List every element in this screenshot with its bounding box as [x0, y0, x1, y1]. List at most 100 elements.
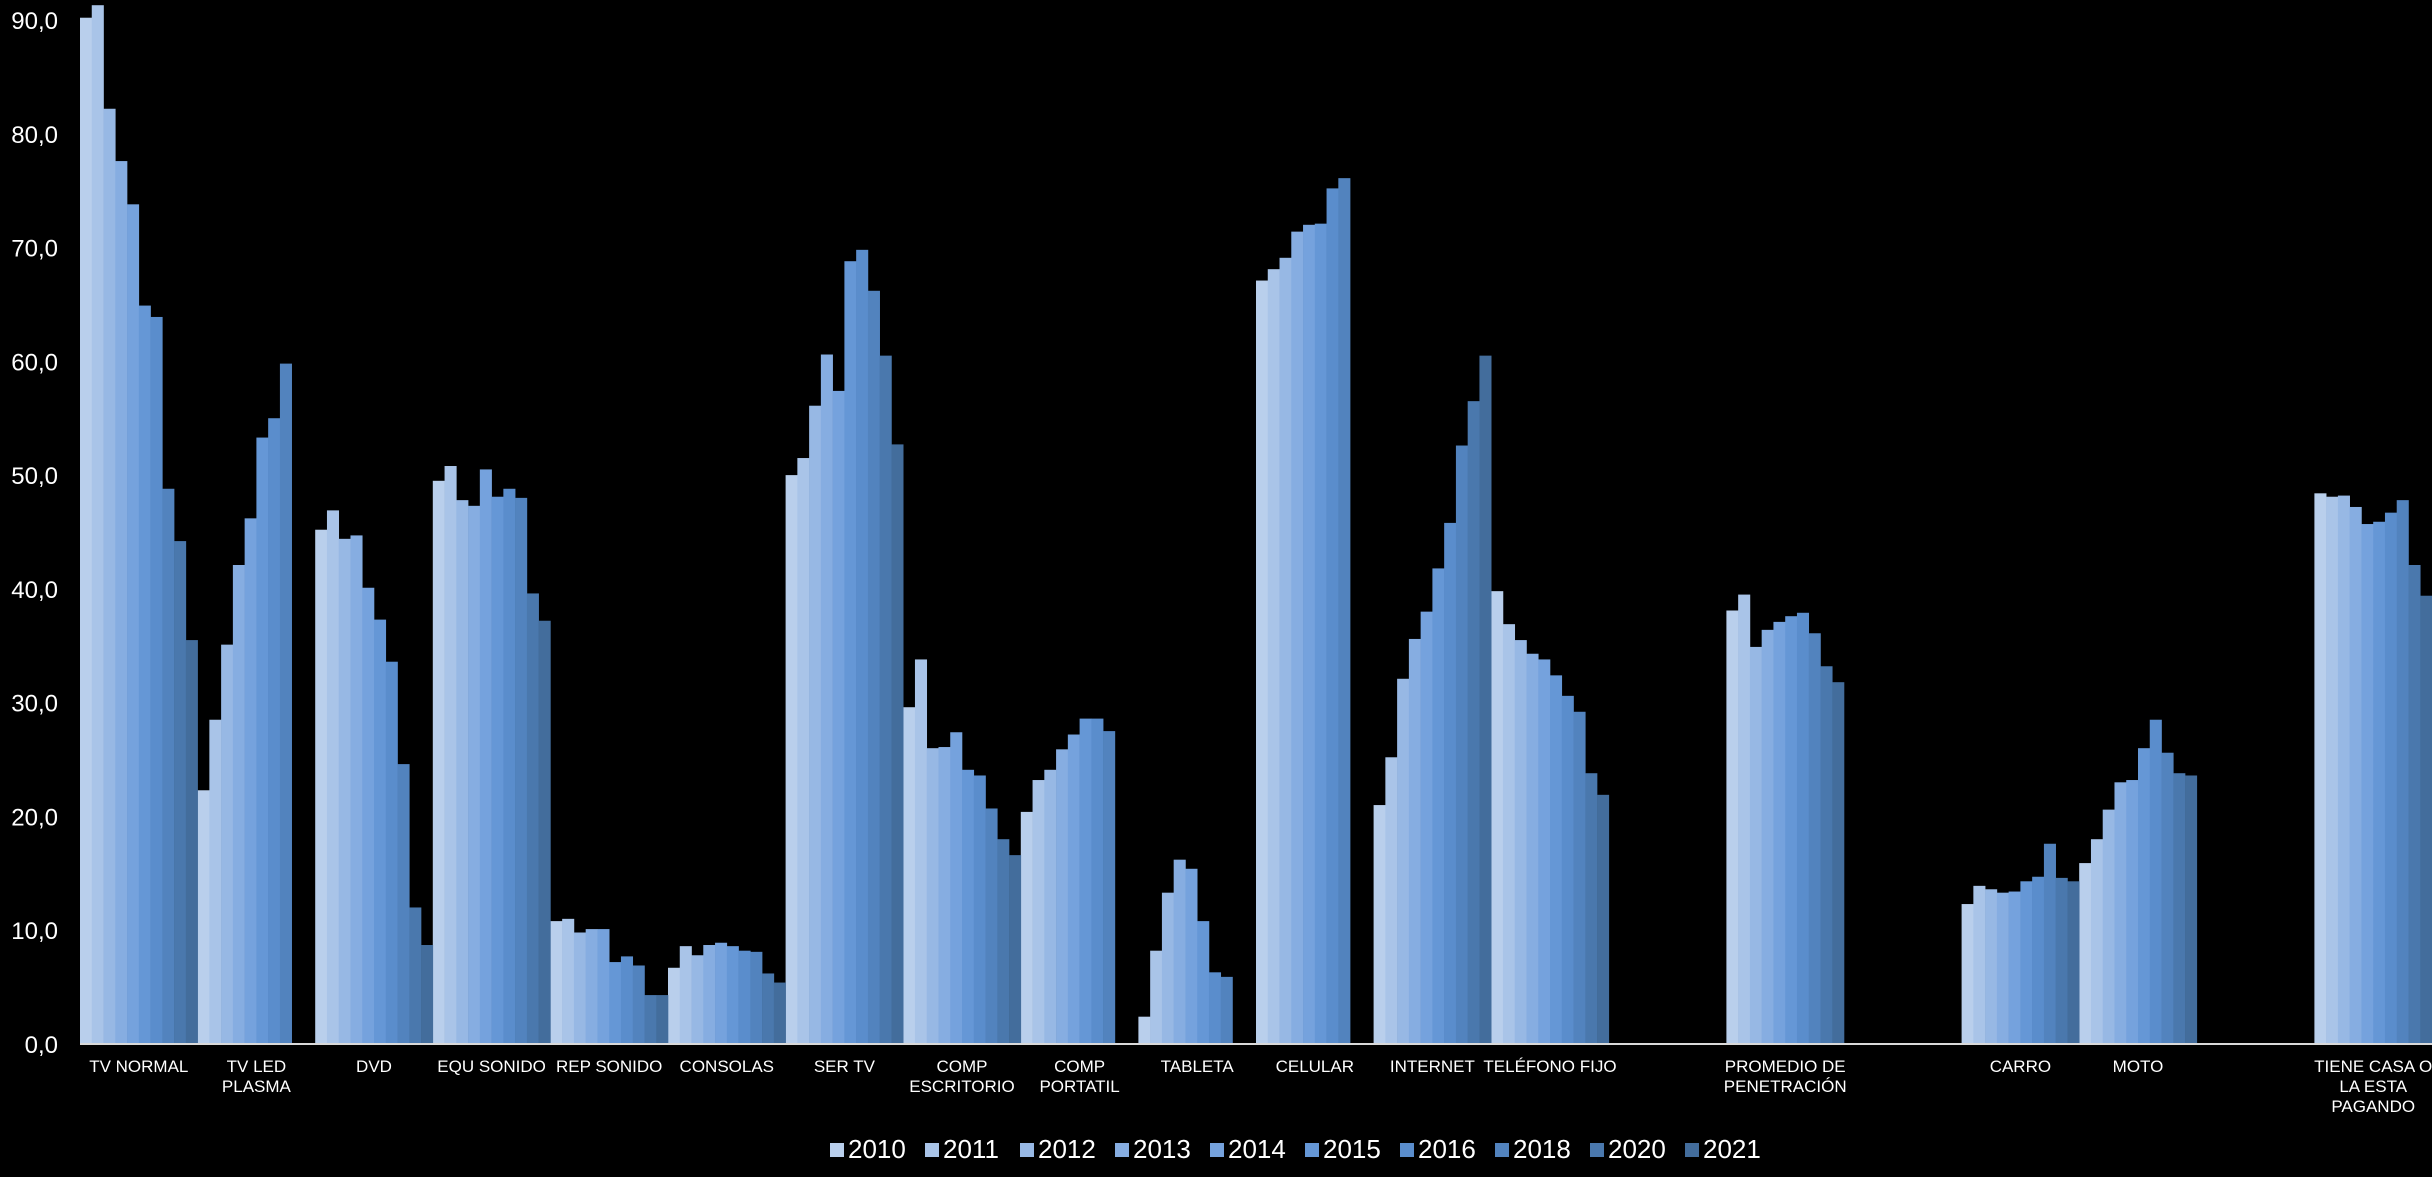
bar-2014-17 [2126, 780, 2139, 1044]
legend-swatch-2015 [1305, 1143, 1319, 1157]
bar-2011-11 [1385, 757, 1398, 1044]
bar-2021-6 [891, 444, 904, 1044]
legend-swatch-2018 [1495, 1143, 1509, 1157]
bar-2021-19 [2420, 595, 2432, 1044]
x-tick-label: PROMEDIO DE PENETRACIÓN [1724, 1057, 1847, 1096]
bar-2013-0 [115, 161, 128, 1044]
bar-2016-16 [2032, 876, 2045, 1044]
bar-2015-5 [726, 946, 739, 1044]
bar-2021-2 [421, 945, 434, 1044]
bar-2010-10 [1256, 280, 1269, 1044]
legend-swatch-2016 [1400, 1143, 1414, 1157]
bar-2016-5 [738, 950, 751, 1044]
legend-label-2012: 2012 [1038, 1134, 1096, 1164]
bar-2011-8 [1032, 780, 1045, 1044]
bar-2011-14 [1738, 594, 1751, 1044]
bar-2012-8 [1044, 769, 1057, 1044]
bar-2013-3 [468, 505, 481, 1045]
bar-2011-0 [91, 5, 104, 1045]
bar-2020-17 [2173, 773, 2186, 1044]
legend-label-2020: 2020 [1608, 1134, 1666, 1164]
bar-2012-6 [809, 405, 822, 1045]
y-tick-label: 0,0 [25, 1032, 58, 1059]
bar-2010-1 [197, 790, 210, 1044]
bar-2010-0 [80, 17, 93, 1045]
bar-2010-6 [785, 475, 798, 1044]
bar-2018-6 [867, 290, 880, 1044]
bar-2010-8 [1020, 811, 1033, 1044]
bar-2010-5 [668, 967, 681, 1044]
bar-2018-11 [1455, 445, 1468, 1044]
legend-label-2018: 2018 [1513, 1134, 1571, 1164]
bar-2015-10 [1314, 223, 1327, 1044]
bar-2015-0 [138, 305, 151, 1045]
y-tick-label: 20,0 [11, 804, 58, 831]
bar-2016-19 [2384, 512, 2398, 1044]
x-tick-label: DVD [356, 1057, 392, 1076]
x-tick-label: CONSOLAS [680, 1057, 774, 1076]
legend-swatch-2021 [1685, 1143, 1699, 1157]
bar-2016-17 [2149, 719, 2162, 1044]
bar-2012-10 [1279, 257, 1292, 1044]
bar-2020-16 [2055, 877, 2068, 1044]
bar-2010-16 [1961, 904, 1974, 1044]
y-tick-label: 50,0 [11, 463, 58, 490]
bar-2020-19 [2408, 565, 2421, 1044]
bar-2013-8 [1056, 749, 1069, 1044]
bar-2018-14 [1808, 633, 1821, 1044]
bar-2016-7 [973, 775, 986, 1044]
bar-2012-19 [2337, 495, 2350, 1045]
bar-2018-7 [985, 808, 998, 1044]
x-tick-label: TABLETA [1161, 1057, 1235, 1076]
legend-label-2015: 2015 [1323, 1134, 1381, 1164]
bar-2018-16 [2043, 843, 2056, 1044]
x-tick-label: TV LED PLASMA [222, 1057, 292, 1096]
bar-2021-4 [656, 995, 669, 1044]
bar-2014-10 [1303, 224, 1316, 1045]
x-tick-label: COMP ESCRITORIO [909, 1057, 1014, 1096]
bar-2021-12 [1597, 794, 1610, 1044]
bar-2014-16 [2008, 891, 2021, 1044]
x-axis: TV NORMAL TV LED PLASMA DVD EQU SONIDO REP SO… [80, 1043, 2432, 1116]
bar-2013-11 [1408, 638, 1421, 1044]
bar-2010-17 [2079, 863, 2092, 1044]
bar-2016-4 [620, 956, 634, 1044]
y-tick-label: 10,0 [11, 918, 58, 945]
bar-2016-6 [856, 249, 869, 1044]
bar-2013-14 [1761, 629, 1774, 1044]
x-tick-label: REP SONIDO [556, 1057, 662, 1076]
bar-2010-19 [2314, 493, 2327, 1044]
bar-2012-1 [221, 644, 234, 1044]
bar-2012-7 [926, 748, 939, 1044]
bar-2015-11 [1432, 568, 1445, 1044]
bar-2018-19 [2396, 500, 2409, 1044]
legend-label-2021: 2021 [1703, 1134, 1761, 1164]
bar-2020-3 [526, 593, 539, 1044]
bar-2014-5 [715, 942, 728, 1044]
bar-2014-6 [832, 390, 845, 1044]
bar-2011-3 [444, 466, 457, 1044]
bar-2015-7 [962, 769, 975, 1044]
bar-2012-12 [1514, 640, 1527, 1044]
bar-2018-5 [750, 951, 763, 1044]
x-tick-label: INTERNET [1390, 1057, 1475, 1076]
legend-label-2011: 2011 [943, 1134, 999, 1164]
legend-swatch-2013 [1115, 1143, 1129, 1157]
bar-2013-16 [1996, 892, 2009, 1044]
bar-2020-6 [879, 355, 892, 1044]
bar-2015-2 [374, 619, 387, 1044]
bar-2018-3 [515, 497, 528, 1044]
bar-2015-12 [1550, 675, 1563, 1044]
bar-2016-10 [1326, 188, 1339, 1044]
bar-2013-4 [585, 929, 598, 1044]
bar-2020-14 [1820, 666, 1833, 1044]
x-tick-label: SER TV [814, 1057, 876, 1076]
bar-2018-17 [2161, 752, 2174, 1044]
bar-2014-2 [362, 587, 375, 1044]
bar-2011-12 [1502, 624, 1516, 1044]
legend-label-2014: 2014 [1228, 1134, 1286, 1164]
bar-2014-8 [1067, 734, 1080, 1044]
bar-2011-1 [209, 719, 222, 1044]
bar-2021-16 [2067, 881, 2080, 1044]
bar-2011-19 [2326, 496, 2339, 1045]
